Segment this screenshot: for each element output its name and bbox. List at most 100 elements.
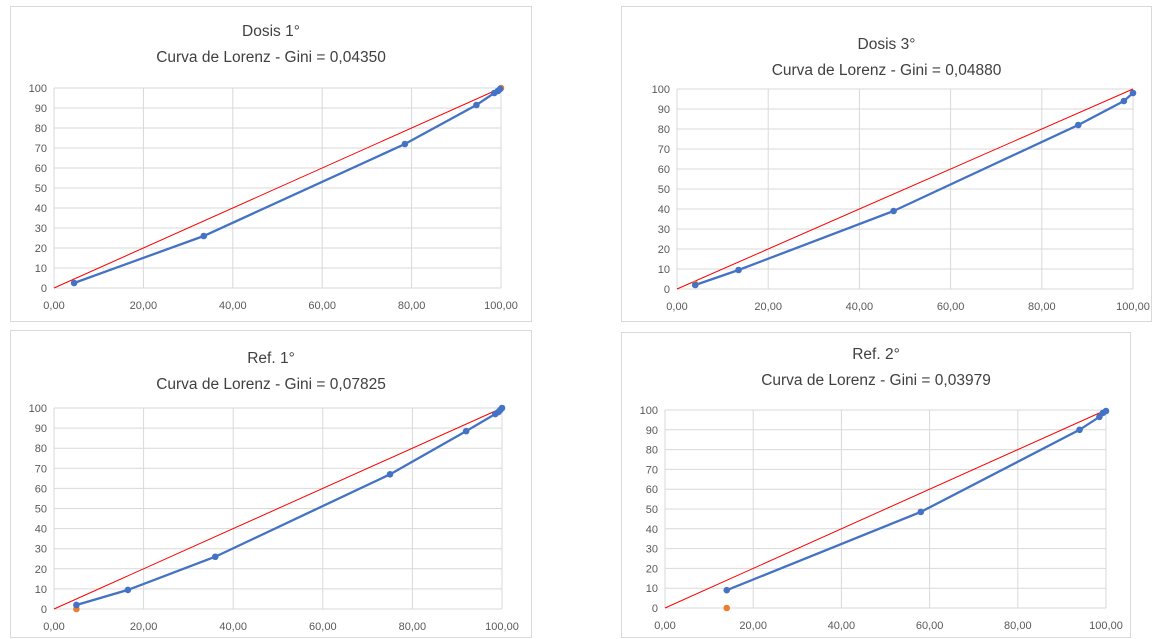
x-tick-label: 80,00 xyxy=(1028,301,1056,313)
y-tick-label: 30 xyxy=(658,224,670,236)
chart-title-line1: Ref. 1° xyxy=(247,350,295,367)
chart-plot: 0 10 20 30 40 50 60 70 80 90 100 0,00 20,00 40,00 60,0… xyxy=(29,83,518,312)
y-tick-label: 0 xyxy=(41,283,47,295)
y-tick-label: 40 xyxy=(35,203,47,215)
y-tick-label: 60 xyxy=(658,164,670,176)
chart-plot: 0 10 20 30 40 50 60 70 80 90 100 0,00 20,00 40,00 60,0… xyxy=(640,405,1123,632)
x-tick-label: 40,00 xyxy=(219,621,247,633)
x-tick-label: 80,00 xyxy=(1004,620,1032,632)
lorenz-point xyxy=(73,601,80,609)
chart-title-line2: Curva de Lorenz - Gini = 0,03979 xyxy=(761,372,991,389)
y-tick-label: 70 xyxy=(35,463,47,475)
x-tick-label: 60,00 xyxy=(937,301,965,313)
equality-line xyxy=(53,407,503,610)
chart-panel-ref-1: Ref. 1° Curva de Lorenz - Gini = 0,07825… xyxy=(10,330,532,638)
x-tick-label: 20,00 xyxy=(130,300,158,312)
x-tick-label: 0,00 xyxy=(43,621,64,633)
lorenz-point xyxy=(200,232,208,240)
y-tick-label: 100 xyxy=(640,405,658,417)
y-tick-label: 90 xyxy=(35,103,47,115)
y-tick-label: 30 xyxy=(35,223,47,235)
lorenz-curve-line xyxy=(726,410,1107,592)
y-tick-label: 0 xyxy=(664,284,670,296)
x-tick-label: 60,00 xyxy=(309,621,337,633)
y-tick-label: 10 xyxy=(35,584,47,596)
x-tick-label: 60,00 xyxy=(308,300,336,312)
y-tick-label: 100 xyxy=(29,403,47,415)
y-tick-label: 20 xyxy=(658,244,670,256)
y-tick-label: 70 xyxy=(35,143,47,155)
y-tick-label: 90 xyxy=(658,104,670,116)
x-tick-label: 0,00 xyxy=(43,300,64,312)
y-tick-label: 30 xyxy=(646,544,658,556)
x-tick-label: 20,00 xyxy=(130,621,158,633)
lorenz-point xyxy=(917,508,925,516)
y-tick-label: 50 xyxy=(35,183,47,195)
lorenz-curve-line xyxy=(73,88,501,285)
lorenz-point xyxy=(473,101,480,109)
lorenz-point xyxy=(1120,97,1128,105)
chart-title-line2: Curva de Lorenz - Gini = 0,04350 xyxy=(156,49,386,66)
y-tick-label: 40 xyxy=(658,204,670,216)
x-tick-label: 100,00 xyxy=(484,300,518,312)
lorenz-point xyxy=(70,279,78,287)
x-tick-label: 80,00 xyxy=(398,300,426,312)
y-tick-label: 40 xyxy=(646,524,658,536)
x-tick-label: 20,00 xyxy=(739,620,767,632)
lorenz-point xyxy=(498,404,506,412)
y-tick-label: 10 xyxy=(646,583,658,595)
equality-line xyxy=(676,88,1134,290)
y-tick-label: 100 xyxy=(29,83,47,95)
x-tick-label: 40,00 xyxy=(846,301,874,313)
y-tick-label: 90 xyxy=(35,423,47,435)
y-tick-label: 0 xyxy=(652,603,658,615)
lorenz-point xyxy=(1129,89,1137,97)
y-tick-label: 60 xyxy=(646,484,658,496)
y-tick-label: 30 xyxy=(35,544,47,556)
chart-title-line1: Dosis 3° xyxy=(857,36,916,53)
y-tick-label: 80 xyxy=(35,123,47,135)
lorenz-point xyxy=(496,85,504,93)
chart-title-line2: Curva de Lorenz - Gini = 0,07825 xyxy=(156,376,386,393)
lorenz-point xyxy=(124,586,132,594)
lorenz-point xyxy=(691,281,699,289)
x-tick-label: 100,00 xyxy=(1089,620,1123,632)
lorenz-curve-line xyxy=(76,407,503,607)
x-tick-label: 20,00 xyxy=(754,301,782,313)
lorenz-point xyxy=(723,586,731,594)
lorenz-point xyxy=(401,140,409,148)
y-tick-label: 90 xyxy=(646,425,658,437)
chart-plot: 0 10 20 30 40 50 60 70 80 90 100 0,00 20,00 40,00 60,0… xyxy=(652,84,1150,313)
y-tick-label: 50 xyxy=(35,504,47,516)
x-tick-label: 60,00 xyxy=(916,620,944,632)
chart-panel-ref-2: Ref. 2° Curva de Lorenz - Gini = 0,03979… xyxy=(621,332,1131,638)
y-tick-label: 70 xyxy=(646,464,658,476)
y-tick-label: 20 xyxy=(35,564,47,576)
y-tick-label: 10 xyxy=(658,264,670,276)
lorenz-point xyxy=(462,427,470,435)
y-tick-label: 50 xyxy=(658,184,670,196)
lorenz-point xyxy=(1074,121,1082,129)
chart-panel-dosis-3: Dosis 3° Curva de Lorenz - Gini = 0,0488… xyxy=(621,6,1152,322)
lorenz-point xyxy=(386,471,394,478)
x-tick-label: 0,00 xyxy=(666,301,687,313)
lorenz-point xyxy=(735,266,742,274)
y-tick-label: 80 xyxy=(35,443,47,455)
x-tick-label: 100,00 xyxy=(485,621,519,633)
y-tick-label: 60 xyxy=(35,483,47,495)
y-tick-label: 100 xyxy=(652,84,670,96)
y-tick-label: 0 xyxy=(41,604,47,616)
x-tick-label: 80,00 xyxy=(399,621,427,633)
y-tick-label: 50 xyxy=(646,504,658,516)
lorenz-point xyxy=(211,553,219,561)
y-tick-label: 20 xyxy=(35,243,47,255)
y-tick-label: 20 xyxy=(646,563,658,575)
y-tick-label: 80 xyxy=(658,124,670,136)
x-tick-label: 40,00 xyxy=(219,300,247,312)
x-tick-label: 40,00 xyxy=(828,620,856,632)
chart-plot: 0 10 20 30 40 50 60 70 80 90 100 0,00 20,00 40,00 60,0… xyxy=(29,403,519,633)
lorenz-point xyxy=(1076,426,1083,434)
lorenz-point xyxy=(1102,407,1110,415)
y-tick-label: 40 xyxy=(35,524,47,536)
chart-title-line2: Curva de Lorenz - Gini = 0,04880 xyxy=(771,62,1002,79)
